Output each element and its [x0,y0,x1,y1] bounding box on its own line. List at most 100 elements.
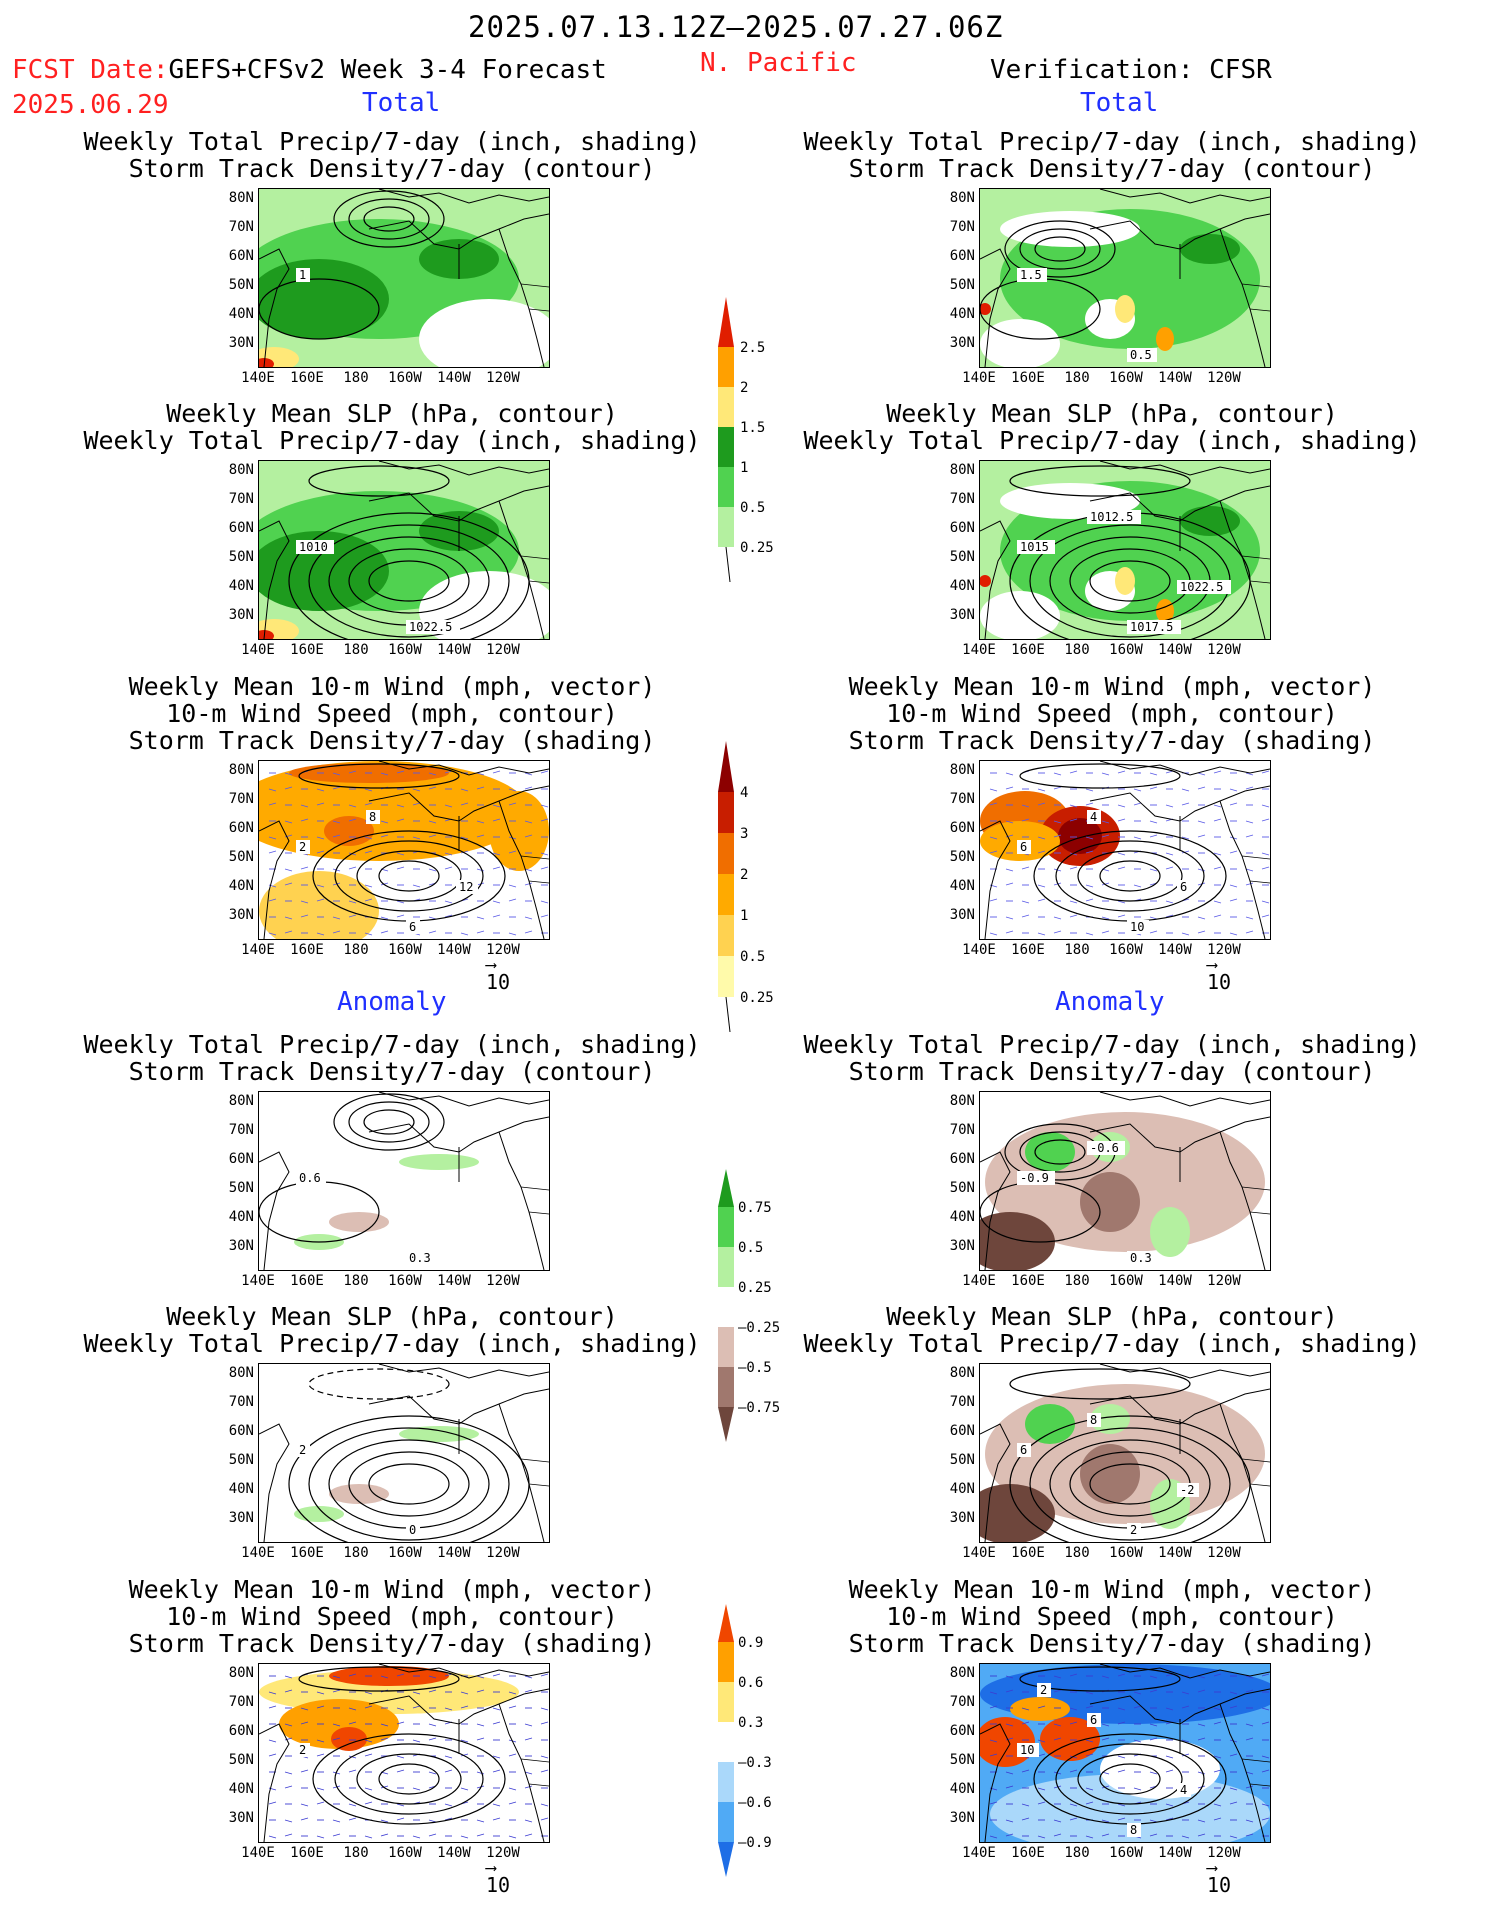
wind-vector [428,1723,437,1727]
wind-vector [1085,788,1094,792]
wind-vector [1037,898,1046,902]
vector-reference-label: 10 [1207,970,1232,994]
storm-track-contour [1034,1139,1086,1165]
contour-label: 2 [296,1743,310,1757]
panel-title: Weekly Total Precip/7-day (inch, shading… [72,1031,712,1085]
wind-vector [1245,868,1254,872]
lon-tick-label: 160E [1011,1273,1045,1289]
shade-blob [331,1727,367,1751]
coastline-west-america [498,1403,545,1542]
section-total-right: Total [1080,88,1159,118]
contour-label: 1022.5 [1177,580,1231,594]
coastline-alaska [1089,213,1270,250]
lat-tick-label: 60N [949,1423,975,1439]
colorbar-storm-total: 0.25 0.5 1 2 3 4 [718,741,774,1033]
wind-vector [1037,1801,1046,1805]
wind-vector [1181,836,1190,840]
contour-label: 6 [1017,840,1031,854]
lat-tick-label: 70N [949,1694,975,1710]
wind-vector [364,1691,373,1695]
shade-blob [1040,1717,1100,1761]
observed-anomaly-slp-precip-map: 6 2 8 -2 [979,1363,1271,1543]
wind-vector [1229,1753,1238,1757]
lat-tick-label: 80N [949,190,975,206]
forecast-anomaly-slp-precip-plot: 20 [259,1364,549,1542]
shade-blob [1058,818,1102,854]
coastline-asia [980,1151,1011,1270]
wind-vector [300,1721,309,1725]
colorbar-label: 2 [740,867,748,883]
wind-vector [364,884,373,888]
colorbar-segment [718,792,734,833]
contour-label: 6 [1017,1443,1031,1457]
contour-label: -0.9 [1017,1171,1055,1185]
lon-tick-label: 120W [1207,1845,1241,1861]
colorbar-triangle [718,1169,734,1207]
wind-vector [540,770,549,774]
wind-vector [380,916,389,920]
forecast-total-wind-storm-map: 2 6 8 12 [258,760,550,940]
lat-tick-label: 30N [949,607,975,623]
shade-blob [294,1506,344,1522]
wind-vector [1053,930,1062,934]
coastline-asia [980,248,1011,367]
wind-speed-contour [334,1743,484,1815]
wind-vector [1197,1737,1206,1741]
lon-tick-label: 180 [343,370,369,386]
panel-title: Weekly Mean SLP (hPa, contour) Weekly Tot… [792,1303,1432,1357]
lon-tick-label: 140W [437,1545,471,1561]
wind-vector [396,804,405,808]
lon-tick-label: 140W [437,1273,471,1289]
border-line [1241,283,1270,312]
panel-title: Weekly Mean 10-m Wind (mph, vector) 10-m … [72,1576,712,1657]
lat-tick-label: 80N [949,762,975,778]
isobar-line [308,465,450,497]
wind-vector [1085,1691,1094,1695]
forecast-anomaly-wind-storm-map: 2 [258,1663,550,1843]
colorbar-triangle [718,1407,734,1442]
wind-vector [1085,898,1094,902]
wind-vector [268,788,277,792]
wind-vector [412,1691,421,1695]
wind-vector [476,916,485,920]
wind-vector [524,930,533,934]
wind-vector [1149,1737,1158,1741]
wind-vector [1101,1723,1110,1727]
lon-tick-label: 140W [1158,1273,1192,1289]
wind-vector [1117,852,1126,856]
wind-vector [476,1785,485,1789]
contour-label: 4 [1177,1783,1191,1797]
border-line [1241,555,1270,584]
wind-vector [444,1673,453,1677]
lon-tick-label: 140W [1158,642,1192,658]
wind-vector [412,788,421,792]
wind-vector [1261,914,1270,918]
wind-vector [444,804,453,808]
wind-vector [396,866,405,870]
lon-tick-label: 160W [1109,642,1143,658]
isobar-line [348,548,470,614]
wind-vector [300,818,309,822]
wind-vector [1165,1755,1174,1759]
colorbar-triangle [718,1842,734,1877]
panel-title-line: Storm Track Density/7-day (contour) [848,154,1376,183]
wind-vector [444,1707,453,1711]
wind-vector [1181,1753,1190,1757]
contour-label: 4 [1087,810,1101,824]
svg-text:0.3: 0.3 [1130,1251,1152,1265]
wind-vector [1245,1785,1254,1789]
wind-vector [1245,916,1254,920]
colorbar-label: –0.5 [738,1360,772,1376]
coastline-alaska [1089,1116,1270,1153]
wind-vector [380,820,389,824]
panel-title-line: Weekly Mean 10-m Wind (mph, vector) [128,672,656,701]
panel-title: Weekly Mean SLP (hPa, contour) Weekly Tot… [72,400,712,454]
contour-label: 0.5 [1127,348,1157,362]
wind-vector [524,820,533,824]
colorbar-precip-total: 0.25 0.5 1 1.5 2 2.5 [718,297,774,583]
observed-total-wind-storm-plot: 6 10 4 6 [980,761,1270,939]
coastline-arctic [1099,189,1270,204]
wind-vector [348,1673,357,1677]
contour-label: 1 [296,268,310,282]
wind-vector [524,1689,533,1693]
